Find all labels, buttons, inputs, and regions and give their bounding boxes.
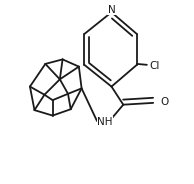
Text: NH: NH [97,117,113,127]
Text: Cl: Cl [150,61,160,71]
Text: O: O [160,97,169,107]
Text: N: N [108,5,115,15]
